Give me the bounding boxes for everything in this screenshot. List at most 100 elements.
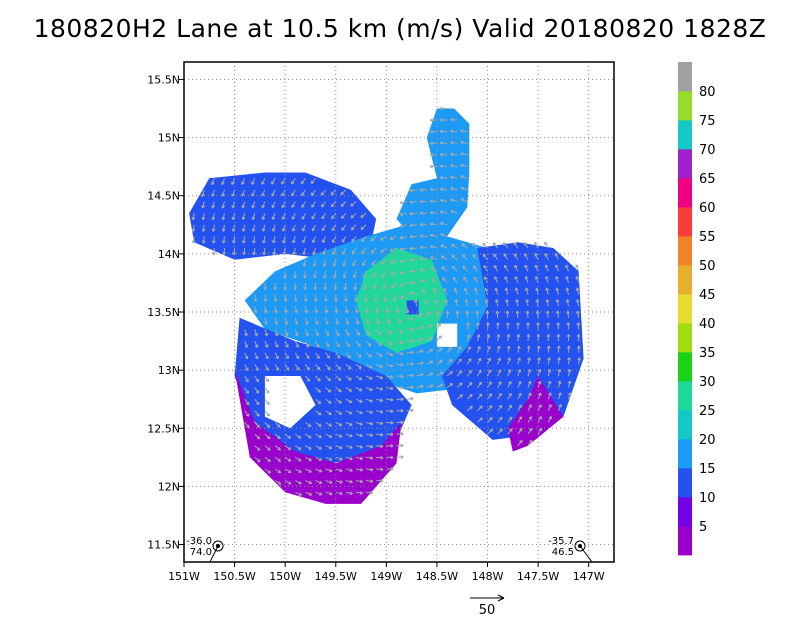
wind-vector — [345, 479, 353, 484]
wind-vector — [536, 322, 540, 330]
wind-vector — [365, 398, 373, 403]
wind-vector — [439, 141, 448, 145]
wind-vector — [295, 456, 302, 462]
wind-vector — [554, 253, 559, 260]
wind-vector — [523, 241, 529, 249]
wind-vector — [527, 369, 532, 377]
wind-vector — [575, 275, 580, 284]
corner-marker-left: -36.0 74.0 — [186, 536, 224, 563]
wind-vector — [440, 255, 448, 261]
wind-vector — [335, 398, 342, 404]
wind-vector — [362, 259, 367, 267]
wind-vector — [445, 310, 450, 318]
wind-vector — [261, 189, 266, 197]
wind-vector — [487, 357, 492, 365]
colorbar-swatch — [678, 120, 692, 150]
wind-vector — [345, 317, 350, 325]
wind-vector — [436, 371, 444, 377]
wind-vector — [284, 445, 292, 451]
wind-vector — [513, 253, 519, 260]
wind-vector — [450, 175, 458, 180]
wind-vector — [527, 380, 532, 388]
wind-vector — [360, 236, 367, 242]
wind-vector — [355, 317, 360, 325]
wind-vector — [315, 456, 323, 461]
wind-vector — [439, 152, 448, 157]
wind-vector — [271, 178, 276, 185]
wind-vector — [576, 333, 581, 342]
wind-vector — [504, 276, 509, 284]
wind-vector — [340, 212, 347, 219]
wind-vector — [362, 271, 367, 278]
wind-vector — [313, 271, 317, 279]
wind-vector — [547, 380, 552, 388]
wind-vector — [372, 271, 377, 278]
y-tick-label: 15.5N — [147, 73, 180, 86]
wind-vector — [340, 189, 347, 196]
wind-vector — [221, 178, 225, 186]
wind-vector — [406, 408, 414, 413]
wind-vector — [325, 468, 333, 473]
wind-vector — [252, 236, 256, 244]
y-tick-label: 12.5N — [147, 422, 180, 435]
wind-vector — [556, 310, 560, 318]
colorbar-label: 60 — [699, 201, 716, 216]
wind-vector — [281, 178, 286, 185]
wind-vector — [274, 468, 282, 474]
wind-vector — [406, 350, 414, 355]
wind-vector — [429, 199, 437, 204]
wind-vector — [555, 299, 560, 307]
wind-vector — [452, 276, 458, 284]
wind-vector — [386, 329, 392, 335]
wind-vector — [567, 380, 572, 388]
colorbar-label: 65 — [699, 172, 716, 187]
wind-vector — [450, 129, 458, 134]
wind-vector — [565, 275, 569, 284]
wind-vector — [332, 247, 337, 255]
wind-vector — [271, 224, 276, 232]
wind-vector — [274, 433, 281, 440]
colorbar-swatch — [678, 410, 692, 440]
wind-vector — [253, 294, 258, 302]
wind-vector — [534, 241, 539, 249]
wind-vector — [340, 201, 347, 207]
colorbar-label: 10 — [699, 491, 716, 506]
wind-vector — [466, 334, 471, 342]
wind-vector — [254, 433, 261, 440]
wind-vector — [343, 282, 348, 291]
wind-vector — [360, 212, 367, 218]
wind-vector — [545, 299, 550, 307]
wind-vector — [335, 422, 343, 427]
wind-vector — [487, 428, 493, 435]
wind-vector — [460, 186, 468, 191]
wind-vector — [439, 118, 448, 122]
wind-vector — [274, 306, 278, 314]
wind-vector — [232, 247, 237, 256]
wind-vector — [264, 375, 270, 383]
wind-vector — [386, 420, 394, 425]
wind-vector — [365, 306, 369, 314]
wind-vector — [535, 287, 539, 295]
wind-vector — [396, 443, 404, 448]
wind-vector — [487, 416, 493, 423]
wind-vector — [446, 358, 453, 365]
wind-vector — [537, 427, 543, 435]
wind-vector — [254, 375, 259, 383]
colorbar-swatch — [678, 149, 692, 179]
wind-vector — [355, 456, 364, 461]
wind-vector — [476, 322, 480, 330]
wind-vector — [325, 433, 333, 438]
wind-vector — [295, 480, 302, 485]
wind-vector — [251, 224, 256, 232]
wind-vector — [330, 201, 337, 208]
wind-vector — [386, 397, 394, 402]
wind-vector — [345, 491, 353, 495]
wind-vector — [426, 384, 434, 389]
wind-vector — [409, 258, 417, 262]
wind-vector — [254, 410, 260, 417]
wind-vector — [505, 310, 510, 318]
wind-vector — [355, 445, 364, 449]
wind-vector — [335, 433, 343, 438]
wind-vector — [211, 189, 215, 197]
wind-vector — [241, 201, 246, 209]
